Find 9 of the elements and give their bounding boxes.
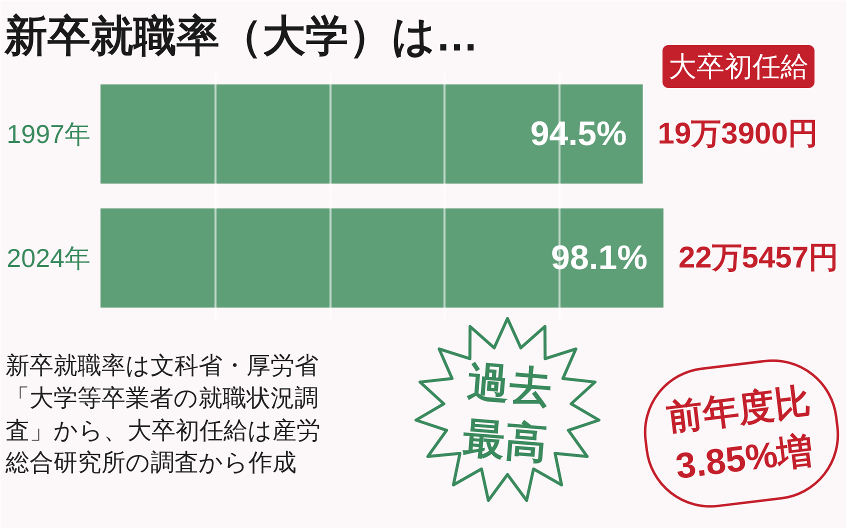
chart-title: 新卒就職率（大学）は…	[4, 12, 478, 60]
text: 過去最高	[462, 358, 554, 468]
y-tick-label: 2024年	[6, 243, 91, 273]
annotation: 22万5457円	[678, 242, 839, 274]
annotation: 19万3900円	[658, 118, 818, 150]
text: 前年度比3.85%増	[664, 380, 816, 487]
text: 新卒就職率は文科省・厚労省「大学等卒業者の就職状況調査」から、大卒初任給は産労総合研究所の調査から作成	[4, 352, 320, 477]
y-tick-label: 1997年	[6, 119, 91, 149]
annotation: 大卒初任給	[668, 51, 808, 82]
